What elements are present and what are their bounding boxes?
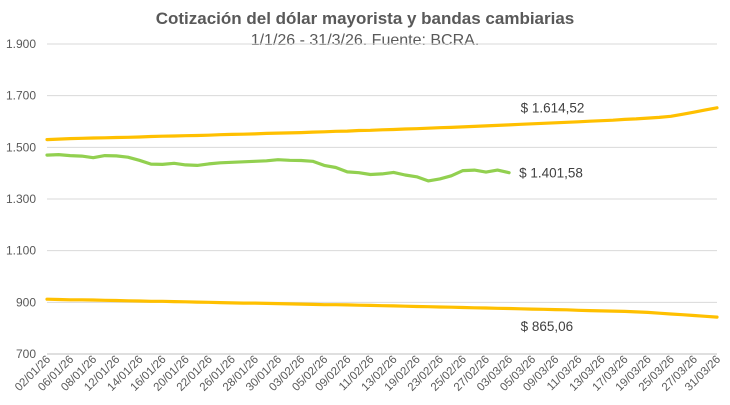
wholesale-rate-label: $ 1.401,58 (519, 166, 583, 181)
y-tick-label: 1.900 (6, 37, 36, 51)
series-lines (45, 106, 719, 319)
chart-subtitle: 1/1/26 - 31/3/26. Fuente: BCRA. (251, 32, 480, 49)
lower-band-label: $ 865,06 (521, 319, 574, 334)
x-axis-ticks: 02/01/2606/01/2608/01/2612/01/2614/01/26… (13, 354, 723, 394)
chart-title: Cotización del dólar mayorista y bandas … (156, 9, 575, 28)
y-tick-label: 1.100 (6, 244, 36, 258)
series-line-0 (45, 106, 719, 142)
upper-band-label: $ 1.614,52 (521, 100, 585, 115)
series-line-1 (45, 153, 511, 183)
y-tick-label: 1.700 (6, 89, 36, 103)
data-labels: $ 1.614,52 $ 1.401,58 $ 865,06 (519, 100, 584, 333)
y-axis-ticks: 700 900 1.100 1.300 1.500 1.700 1.900 (6, 37, 36, 361)
y-tick-label: 900 (16, 295, 36, 309)
series-line-2 (45, 297, 719, 319)
y-tick-label: 700 (16, 347, 36, 361)
gridlines (47, 43, 717, 355)
y-tick-label: 1.500 (6, 140, 36, 154)
y-tick-label: 1.300 (6, 192, 36, 206)
